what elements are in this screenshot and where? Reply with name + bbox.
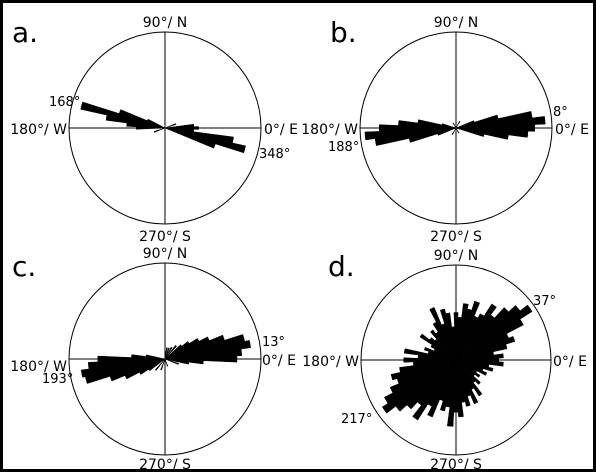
panel-b-sector-120	[452, 122, 457, 129]
panel-a-west-label: 180°/ W	[10, 122, 67, 138]
panel-b-sector-345	[455, 127, 485, 137]
panel-d-sector-45	[455, 307, 509, 361]
panel-d-sector-305	[455, 359, 483, 397]
panel-a-sector-155	[146, 118, 166, 129]
panel-d-sector-170	[403, 348, 457, 361]
panel-a-sectors	[80, 101, 246, 154]
panel-a-sector-350	[164, 127, 234, 144]
panel-b-sector-300	[455, 127, 460, 134]
panel-a-peak-label-2: 348°	[259, 147, 290, 162]
panel-d-sector-150	[430, 344, 457, 361]
panel-d: d. 90°/ N 180°/ W 0°/ E 270°/ S 37° 217°	[302, 248, 587, 472]
panel-d-sector-315	[455, 359, 481, 385]
panel-c-sector-270	[164, 358, 166, 367]
panel-c-sector-60	[164, 346, 173, 360]
panel-c-east-label: 0°/ E	[262, 353, 296, 369]
panel-c-sector-40	[164, 344, 183, 360]
panel-d-sector-130	[429, 329, 457, 361]
panel-c-peak-label-2: 193°	[42, 372, 73, 387]
panel-d-peak-label-2: 217°	[341, 412, 372, 427]
panel-c: c. 90°/ N 180°/ W 0°/ E 270°/ S 13° 193°	[10, 246, 296, 472]
panel-d-sector-70	[455, 300, 480, 361]
panel-b-sector-165	[441, 123, 457, 129]
panel-a-sector-200	[153, 127, 166, 133]
panel-a-sector-355	[164, 127, 195, 133]
panel-b-sector-355	[455, 127, 529, 138]
panel-b-peak-label-2: 188°	[328, 140, 359, 155]
panel-c-west-label: 180°/ W	[10, 359, 67, 375]
panel-a: a. 90°/ N 180°/ W 0°/ E 270°/ S 168° 348…	[10, 15, 298, 245]
panel-c-sector-170	[145, 354, 166, 360]
panel-a-sector-20	[164, 123, 177, 129]
panel-b-peak-label-1: 8°	[553, 105, 568, 120]
panel-d-sector-215	[381, 359, 457, 414]
panel-a-north-label: 90°/ N	[143, 15, 187, 31]
panel-b-east-label: 0°/ E	[555, 122, 589, 138]
panel-d-sector-220	[395, 359, 457, 412]
panel-c-sector-215	[148, 358, 166, 372]
panel-a-east-label: 0°/ E	[264, 122, 298, 138]
panel-d-sector-245	[427, 359, 457, 418]
panel-b-sector-200	[437, 127, 457, 136]
panel-d-sector-160	[423, 346, 457, 361]
panel-d-sector-255	[439, 359, 457, 412]
panel-d-sector-40	[455, 305, 521, 361]
panel-d-sector-60	[455, 313, 485, 361]
panel-b-south-label: 270°/ S	[430, 229, 482, 245]
panel-c-sector-250	[160, 358, 166, 371]
panel-a-sector-345	[164, 127, 246, 154]
panel-d-sector-120	[432, 321, 457, 361]
panel-d-sector-345	[455, 359, 494, 372]
panel-c-south-label: 270°/ S	[139, 457, 191, 472]
panel-c-sector-50	[164, 344, 178, 360]
panel-a-sector-0	[164, 126, 199, 130]
panel-b-sector-20	[455, 120, 475, 129]
panel-a-label: a.	[12, 16, 38, 49]
panel-d-label: d.	[328, 250, 355, 283]
panel-d-north-label: 90°/ N	[434, 248, 478, 264]
panel-b-north-label: 90°/ N	[434, 15, 478, 31]
panel-d-sector-145	[419, 333, 457, 361]
panel-d-sector-265	[447, 359, 457, 427]
panel-c-sector-340	[164, 358, 180, 365]
panel-d-sector-235	[412, 359, 457, 421]
panel-d-sector-55	[455, 303, 497, 361]
panel-c-sector-290	[164, 358, 169, 367]
panel-b-sector-60	[455, 120, 461, 129]
panel-d-sector-90	[453, 312, 459, 361]
panel-b-sectors	[364, 111, 546, 146]
panel-d-sector-35	[455, 304, 533, 361]
panel-a-sector-5	[164, 123, 195, 129]
panel-c-north-label: 90°/ N	[143, 246, 187, 262]
panel-c-peak-label-1: 13°	[262, 335, 285, 350]
panel-c-sector-70	[164, 347, 170, 360]
panel-c-sector-80	[164, 347, 168, 360]
panel-b-sector-240	[451, 127, 457, 136]
panel-c-sector-230	[154, 358, 166, 371]
panel-d-sector-355	[455, 359, 504, 367]
panel-b-west-label: 180°/ W	[301, 122, 358, 138]
panel-c-label: c.	[12, 250, 36, 283]
panel-d-sectors	[381, 300, 533, 427]
panel-b: b. 90°/ N 180°/ W 0°/ E 270°/ S 8° 188°	[301, 15, 589, 245]
panel-d-sector-225	[406, 359, 457, 410]
panel-d-west-label: 180°/ W	[302, 354, 359, 370]
panel-d-sector-180	[403, 357, 457, 363]
panel-d-south-label: 270°/ S	[430, 457, 482, 472]
panel-c-sectors	[80, 334, 251, 384]
panel-d-peak-label-1: 37°	[533, 294, 556, 309]
panel-d-sector-335	[455, 359, 488, 376]
panel-c-sector-350	[164, 358, 190, 365]
panel-d-east-label: 0°/ E	[553, 354, 587, 370]
panel-d-sector-80	[455, 303, 469, 361]
panel-b-label: b.	[330, 16, 357, 49]
panel-d-sector-325	[455, 359, 481, 378]
panel-a-south-label: 270°/ S	[139, 229, 191, 245]
panel-a-peak-label-1: 168°	[49, 95, 80, 110]
